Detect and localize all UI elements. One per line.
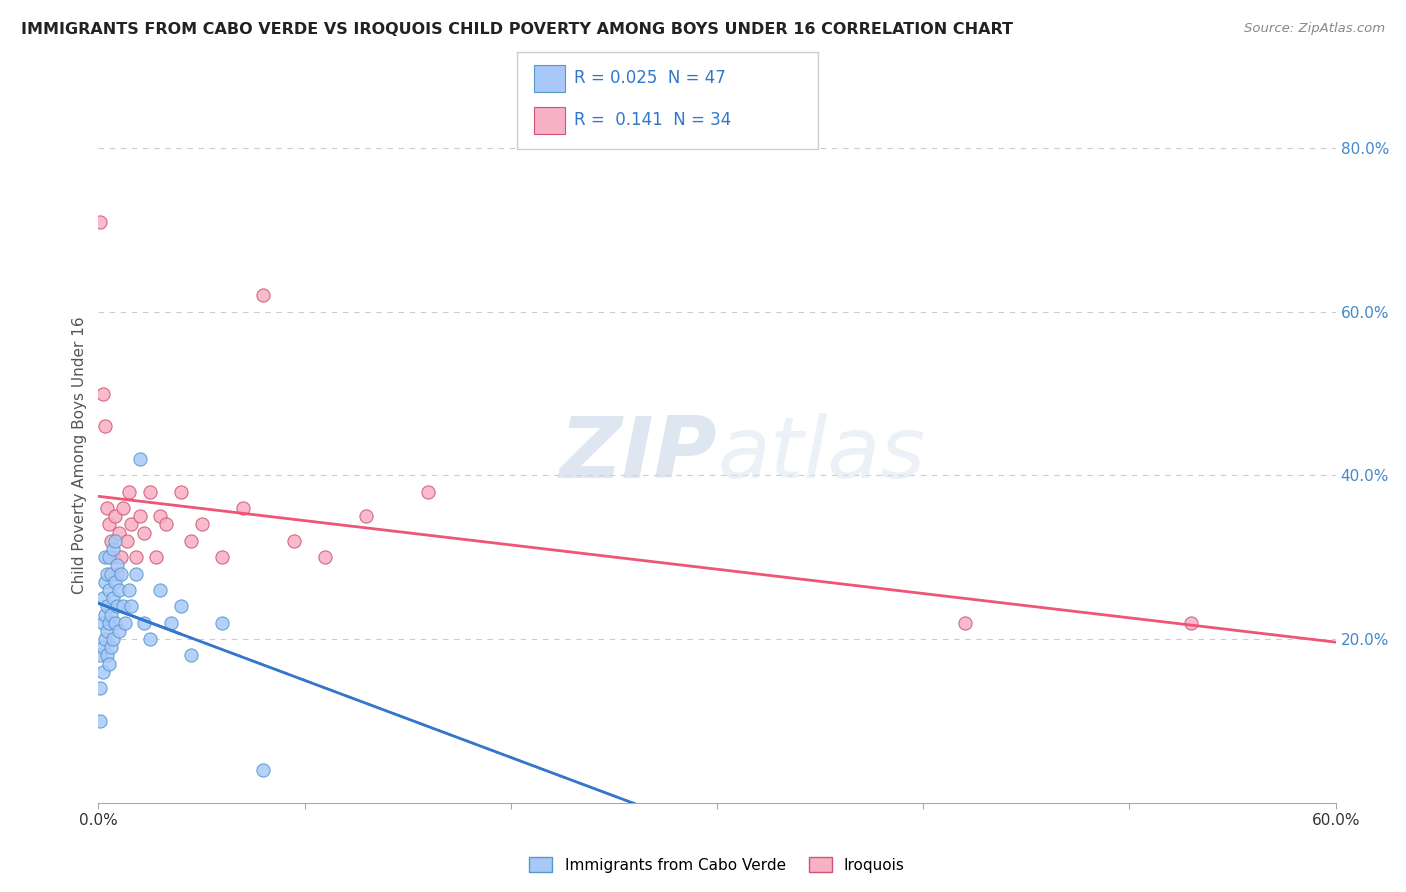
Point xyxy=(93,550,115,565)
Point xyxy=(418,484,440,499)
Point xyxy=(96,624,118,638)
Point xyxy=(170,599,193,614)
Point xyxy=(100,640,122,655)
Point xyxy=(101,591,124,606)
Point xyxy=(124,550,146,565)
Point xyxy=(145,550,167,565)
Point xyxy=(104,509,127,524)
Point xyxy=(89,681,111,696)
Text: atlas: atlas xyxy=(717,413,925,497)
Point xyxy=(96,648,118,663)
Point xyxy=(128,509,150,524)
Point xyxy=(120,599,142,614)
Point xyxy=(180,533,202,548)
Point xyxy=(93,607,115,622)
Point xyxy=(159,615,181,630)
Point xyxy=(110,550,132,565)
Point xyxy=(132,615,155,630)
Point xyxy=(100,566,122,581)
Point xyxy=(96,501,118,516)
Point xyxy=(108,624,131,638)
Point xyxy=(112,599,135,614)
Point xyxy=(97,657,120,671)
Point xyxy=(105,599,128,614)
Text: Source: ZipAtlas.com: Source: ZipAtlas.com xyxy=(1244,22,1385,36)
Text: IMMIGRANTS FROM CABO VERDE VS IROQUOIS CHILD POVERTY AMONG BOYS UNDER 16 CORRELA: IMMIGRANTS FROM CABO VERDE VS IROQUOIS C… xyxy=(21,22,1014,37)
Point xyxy=(283,533,305,548)
Point xyxy=(96,599,118,614)
Point xyxy=(118,582,141,597)
Point xyxy=(97,582,120,597)
Point xyxy=(356,509,378,524)
Point xyxy=(104,574,127,589)
Y-axis label: Child Poverty Among Boys Under 16: Child Poverty Among Boys Under 16 xyxy=(72,316,87,594)
Point xyxy=(190,517,212,532)
Point xyxy=(211,615,233,630)
Point xyxy=(108,525,131,540)
Point xyxy=(101,632,124,646)
Point xyxy=(91,665,114,679)
Point xyxy=(89,648,111,663)
Point xyxy=(118,484,141,499)
Point xyxy=(314,550,336,565)
Point xyxy=(170,484,193,499)
Point xyxy=(112,501,135,516)
Point xyxy=(953,615,976,630)
Point xyxy=(149,582,172,597)
Point xyxy=(105,558,128,573)
Point xyxy=(1180,615,1202,630)
Point xyxy=(114,615,136,630)
Point xyxy=(120,517,142,532)
Text: R =  0.141  N = 34: R = 0.141 N = 34 xyxy=(574,112,731,129)
Point xyxy=(105,566,128,581)
Point xyxy=(91,386,114,401)
Legend: Immigrants from Cabo Verde, Iroquois: Immigrants from Cabo Verde, Iroquois xyxy=(523,850,911,879)
Point xyxy=(97,517,120,532)
Point xyxy=(104,533,127,548)
Point xyxy=(100,533,122,548)
Point xyxy=(89,714,111,728)
Point xyxy=(91,615,114,630)
Point xyxy=(139,484,162,499)
Point xyxy=(211,550,233,565)
Point xyxy=(101,550,124,565)
Point xyxy=(97,615,120,630)
Point xyxy=(139,632,162,646)
Point xyxy=(96,566,118,581)
Point xyxy=(100,607,122,622)
Point xyxy=(149,509,172,524)
Point xyxy=(117,533,139,548)
Point xyxy=(108,582,131,597)
Point xyxy=(252,288,274,302)
Point xyxy=(91,640,114,655)
Point xyxy=(132,525,155,540)
Point xyxy=(232,501,254,516)
Point xyxy=(93,419,115,434)
Point xyxy=(155,517,177,532)
Point xyxy=(110,566,132,581)
Point xyxy=(97,550,120,565)
Point xyxy=(252,763,274,777)
Point xyxy=(104,615,127,630)
Point xyxy=(180,648,202,663)
Point xyxy=(124,566,146,581)
Point xyxy=(93,632,115,646)
Text: ZIP: ZIP xyxy=(560,413,717,497)
Point xyxy=(91,591,114,606)
Text: R = 0.025  N = 47: R = 0.025 N = 47 xyxy=(574,70,725,87)
Point xyxy=(128,452,150,467)
Point xyxy=(101,542,124,557)
Point xyxy=(89,214,111,228)
Point xyxy=(93,574,115,589)
